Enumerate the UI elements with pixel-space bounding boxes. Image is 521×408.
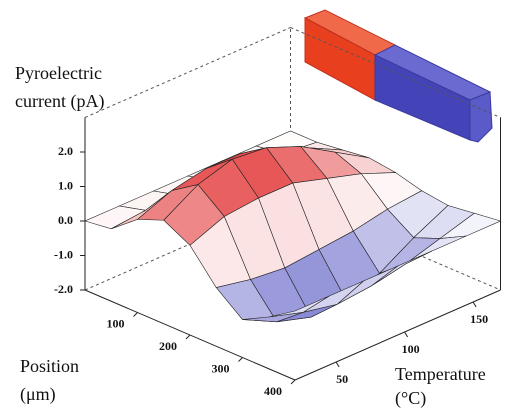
x-tick-label: 400: [264, 384, 282, 398]
box-edge: [84, 27, 291, 118]
y-label: Temperature: [395, 364, 486, 384]
y-tick-label: 50: [336, 372, 348, 386]
z-label: current (pA): [15, 91, 104, 112]
x-tick: [238, 357, 243, 362]
box-edge: [290, 27, 501, 118]
z-tick-label: -2.0: [54, 282, 73, 296]
x-tick-label: 100: [107, 316, 125, 330]
y-tick-label: 100: [402, 342, 420, 356]
x-tick: [185, 334, 191, 340]
y-axis: [294, 289, 501, 381]
y-tick-label: 150: [470, 312, 488, 326]
z-tick-label: 1.0: [58, 178, 73, 192]
y-tick: [335, 361, 340, 368]
x-tick: [133, 312, 138, 317]
x-label: Position: [20, 356, 79, 376]
magnet: [303, 9, 493, 143]
x-tick-label: 300: [212, 361, 230, 375]
z-label: Pyroelectric: [15, 63, 102, 83]
y-label: (°C): [395, 388, 426, 408]
z-tick-label: 0.0: [58, 213, 73, 227]
y-tick: [472, 301, 477, 308]
z-tick-label: 2.0: [58, 144, 73, 158]
x-tick-label: 200: [159, 339, 177, 353]
y-tick: [404, 331, 409, 338]
x-label: (μm): [20, 384, 56, 405]
x-tick: [290, 379, 296, 385]
surface-cell: [268, 295, 330, 318]
z-tick-label: -1.0: [54, 247, 73, 261]
